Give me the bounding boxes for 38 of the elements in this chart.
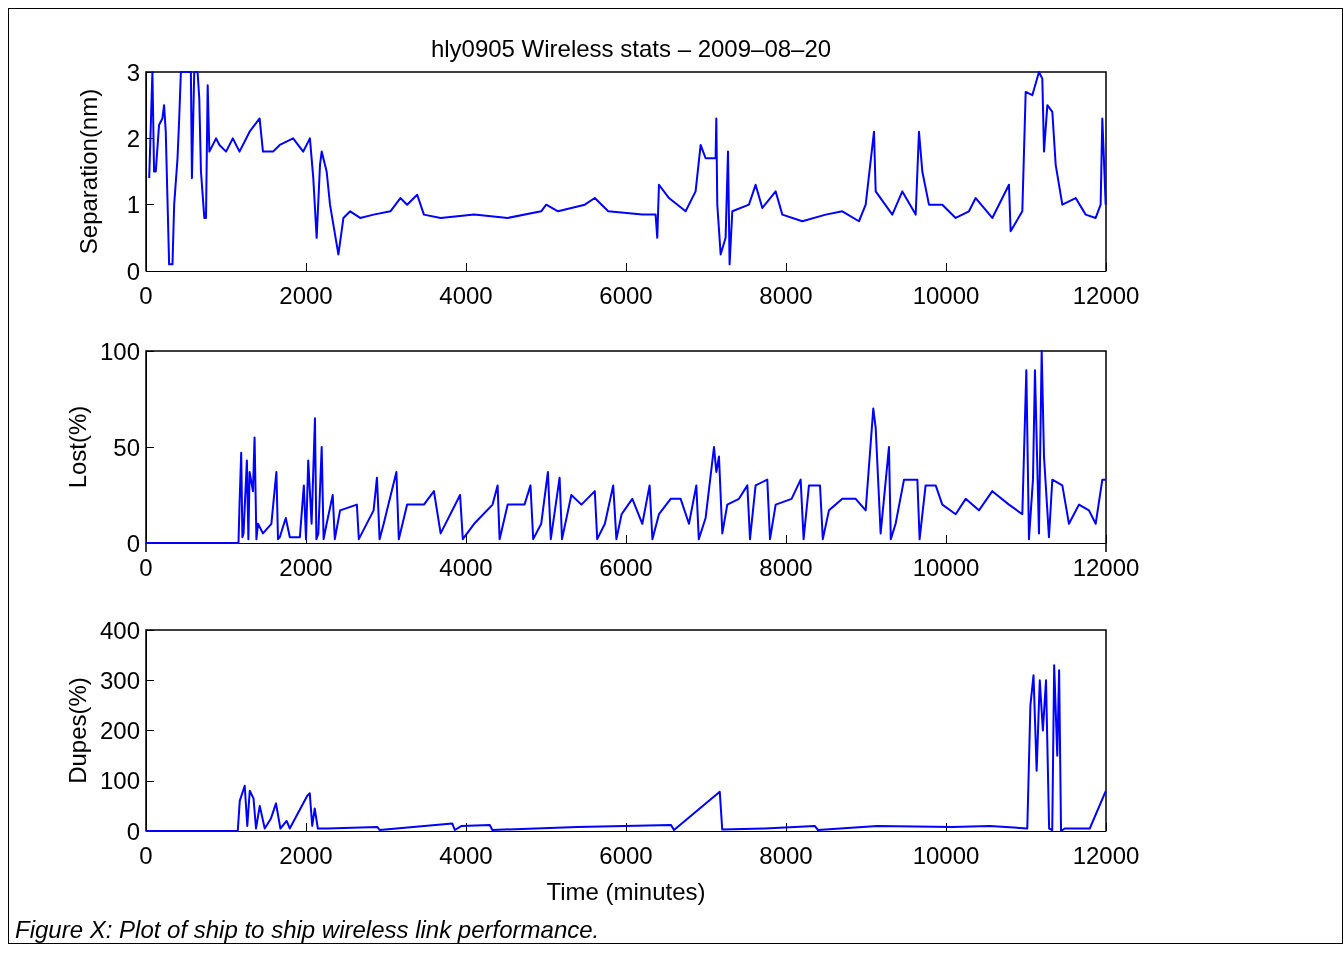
y-axis-title: Lost(%)	[63, 405, 91, 489]
y-tick-label: 1	[126, 191, 140, 219]
y-tick-label: 100	[99, 767, 140, 795]
x-tick-label: 10000	[912, 281, 980, 309]
text: Figure X: Plot of ship to ship wireless link performance.	[15, 915, 600, 943]
y-tick-label: 300	[99, 666, 140, 694]
y-tick-label: 0	[126, 257, 140, 285]
y-tick-label: 100	[99, 337, 140, 365]
y-axis-title: Separation(nm)	[74, 88, 102, 255]
y-tick-label: 200	[99, 717, 140, 744]
y-tick-label: 50	[113, 433, 140, 461]
y-tick-label: 0	[126, 529, 140, 557]
y-axis-title: Dupes(%)	[63, 677, 91, 784]
x-tick-label: 8000	[759, 553, 813, 581]
x-tick-label: 6000	[599, 281, 653, 309]
x-tick-label: 12000	[1072, 281, 1140, 309]
x-tick-label: 4000	[439, 841, 493, 869]
chart-title: hly0905 Wireless stats – 2009–08–20	[430, 34, 832, 62]
y-tick-label: 400	[99, 616, 140, 644]
x-tick-label: 10000	[912, 841, 980, 869]
x-tick-label: 10000	[912, 553, 980, 581]
line-series	[145, 350, 1107, 544]
x-tick-label: 12000	[1072, 841, 1140, 869]
x-tick-label: 8000	[759, 281, 813, 309]
y-tick-label: 3	[126, 58, 140, 86]
y-tick-label: 0	[126, 817, 140, 845]
x-axis-title: Time (minutes)	[546, 877, 706, 905]
x-tick-label: 4000	[439, 281, 493, 309]
x-tick-label: 6000	[599, 553, 653, 581]
x-tick-label: 8000	[759, 841, 813, 869]
x-tick-label: 6000	[599, 841, 653, 869]
y-tick-label: 2	[126, 124, 140, 152]
x-tick-label: 12000	[1072, 553, 1140, 581]
x-tick-label: 2000	[279, 841, 333, 869]
line-series	[148, 71, 1107, 266]
x-tick-label: 2000	[279, 281, 333, 309]
x-tick-label: 4000	[439, 553, 493, 581]
x-tick-label: 2000	[279, 553, 333, 581]
